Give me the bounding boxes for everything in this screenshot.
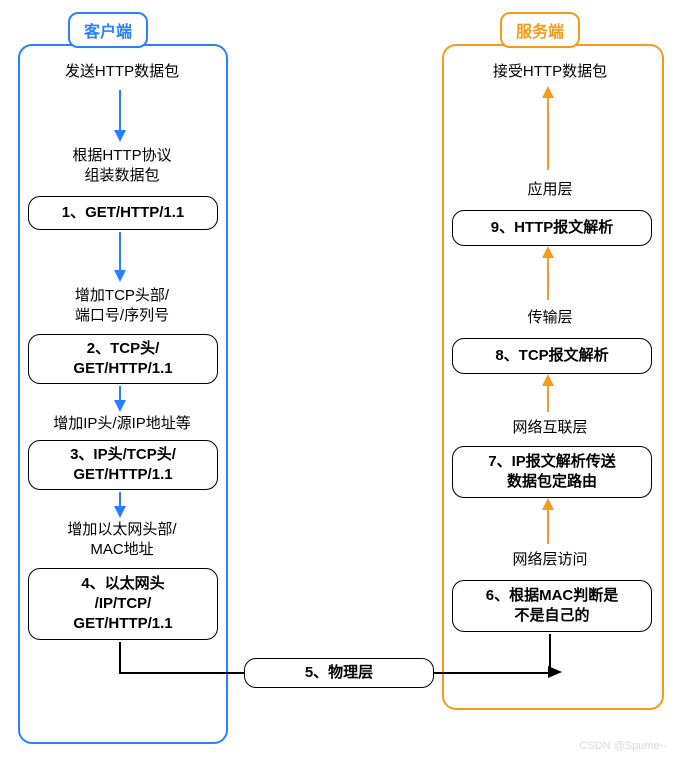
server-box-9-text: 9、HTTP报文解析: [491, 218, 614, 238]
physical-line-h2: [434, 672, 550, 674]
server-arrow-2-head: [542, 246, 554, 258]
server-arrow-4-head: [542, 498, 554, 510]
server-box-8: 8、TCP报文解析: [452, 338, 652, 374]
client-box-2: 2、TCP头/ GET/HTTP/1.1: [28, 334, 218, 384]
server-box-9: 9、HTTP报文解析: [452, 210, 652, 246]
client-title-badge: 客户端: [68, 12, 148, 48]
server-title-badge: 服务端: [500, 12, 580, 48]
server-layer-netaccess: 网络层访问: [470, 550, 630, 570]
physical-line-h1: [119, 672, 244, 674]
server-layer-app: 应用层: [470, 180, 630, 200]
server-box-7-text: 7、IP报文解析传送 数据包定路由: [488, 452, 616, 493]
server-arrow-3: [547, 384, 549, 412]
client-arrow-3-head: [114, 400, 126, 412]
server-box-7: 7、IP报文解析传送 数据包定路由: [452, 446, 652, 498]
client-arrow-1: [119, 90, 121, 134]
client-box-1-text: 1、GET/HTTP/1.1: [62, 203, 185, 223]
client-box-3-text: 3、IP头/TCP头/ GET/HTTP/1.1: [70, 445, 176, 486]
physical-box-5: 5、物理层: [244, 658, 434, 688]
client-step-tcp: 增加TCP头部/ 端口号/序列号: [42, 286, 202, 327]
client-arrow-2-head: [114, 270, 126, 282]
client-box-4: 4、以太网头 /IP/TCP/ GET/HTTP/1.1: [28, 568, 218, 640]
client-step-assemble: 根据HTTP协议 组装数据包: [42, 146, 202, 187]
server-step-recv: 接受HTTP数据包: [470, 62, 630, 82]
client-arrow-4-head: [114, 506, 126, 518]
server-arrow-3-head: [542, 374, 554, 386]
physical-line-down: [119, 642, 121, 672]
server-box-8-text: 8、TCP报文解析: [495, 346, 608, 366]
server-arrow-1-head: [542, 86, 554, 98]
client-box-2-text: 2、TCP头/ GET/HTTP/1.1: [73, 339, 172, 380]
server-arrow-1: [547, 96, 549, 170]
client-box-4-text: 4、以太网头 /IP/TCP/ GET/HTTP/1.1: [73, 574, 172, 635]
client-step-mac: 增加以太网头部/ MAC地址: [42, 520, 202, 561]
server-arrow-2: [547, 256, 549, 300]
client-box-3: 3、IP头/TCP头/ GET/HTTP/1.1: [28, 440, 218, 490]
physical-box-5-text: 5、物理层: [305, 663, 373, 683]
physical-line-up: [549, 634, 551, 674]
server-layer-transport: 传输层: [470, 308, 630, 328]
client-box-1: 1、GET/HTTP/1.1: [28, 196, 218, 230]
client-step-send: 发送HTTP数据包: [42, 62, 202, 82]
watermark-text: CSDN @Spume--: [579, 740, 667, 752]
client-arrow-1-head: [114, 130, 126, 142]
server-arrow-4: [547, 508, 549, 544]
client-step-ip: 增加IP头/源IP地址等: [32, 414, 212, 434]
server-title-text: 服务端: [516, 24, 564, 41]
client-arrow-2: [119, 232, 121, 274]
server-layer-internet: 网络互联层: [470, 418, 630, 438]
client-title-text: 客户端: [84, 24, 132, 41]
server-box-6: 6、根据MAC判断是 不是自己的: [452, 580, 652, 632]
server-box-6-text: 6、根据MAC判断是 不是自己的: [486, 586, 619, 627]
